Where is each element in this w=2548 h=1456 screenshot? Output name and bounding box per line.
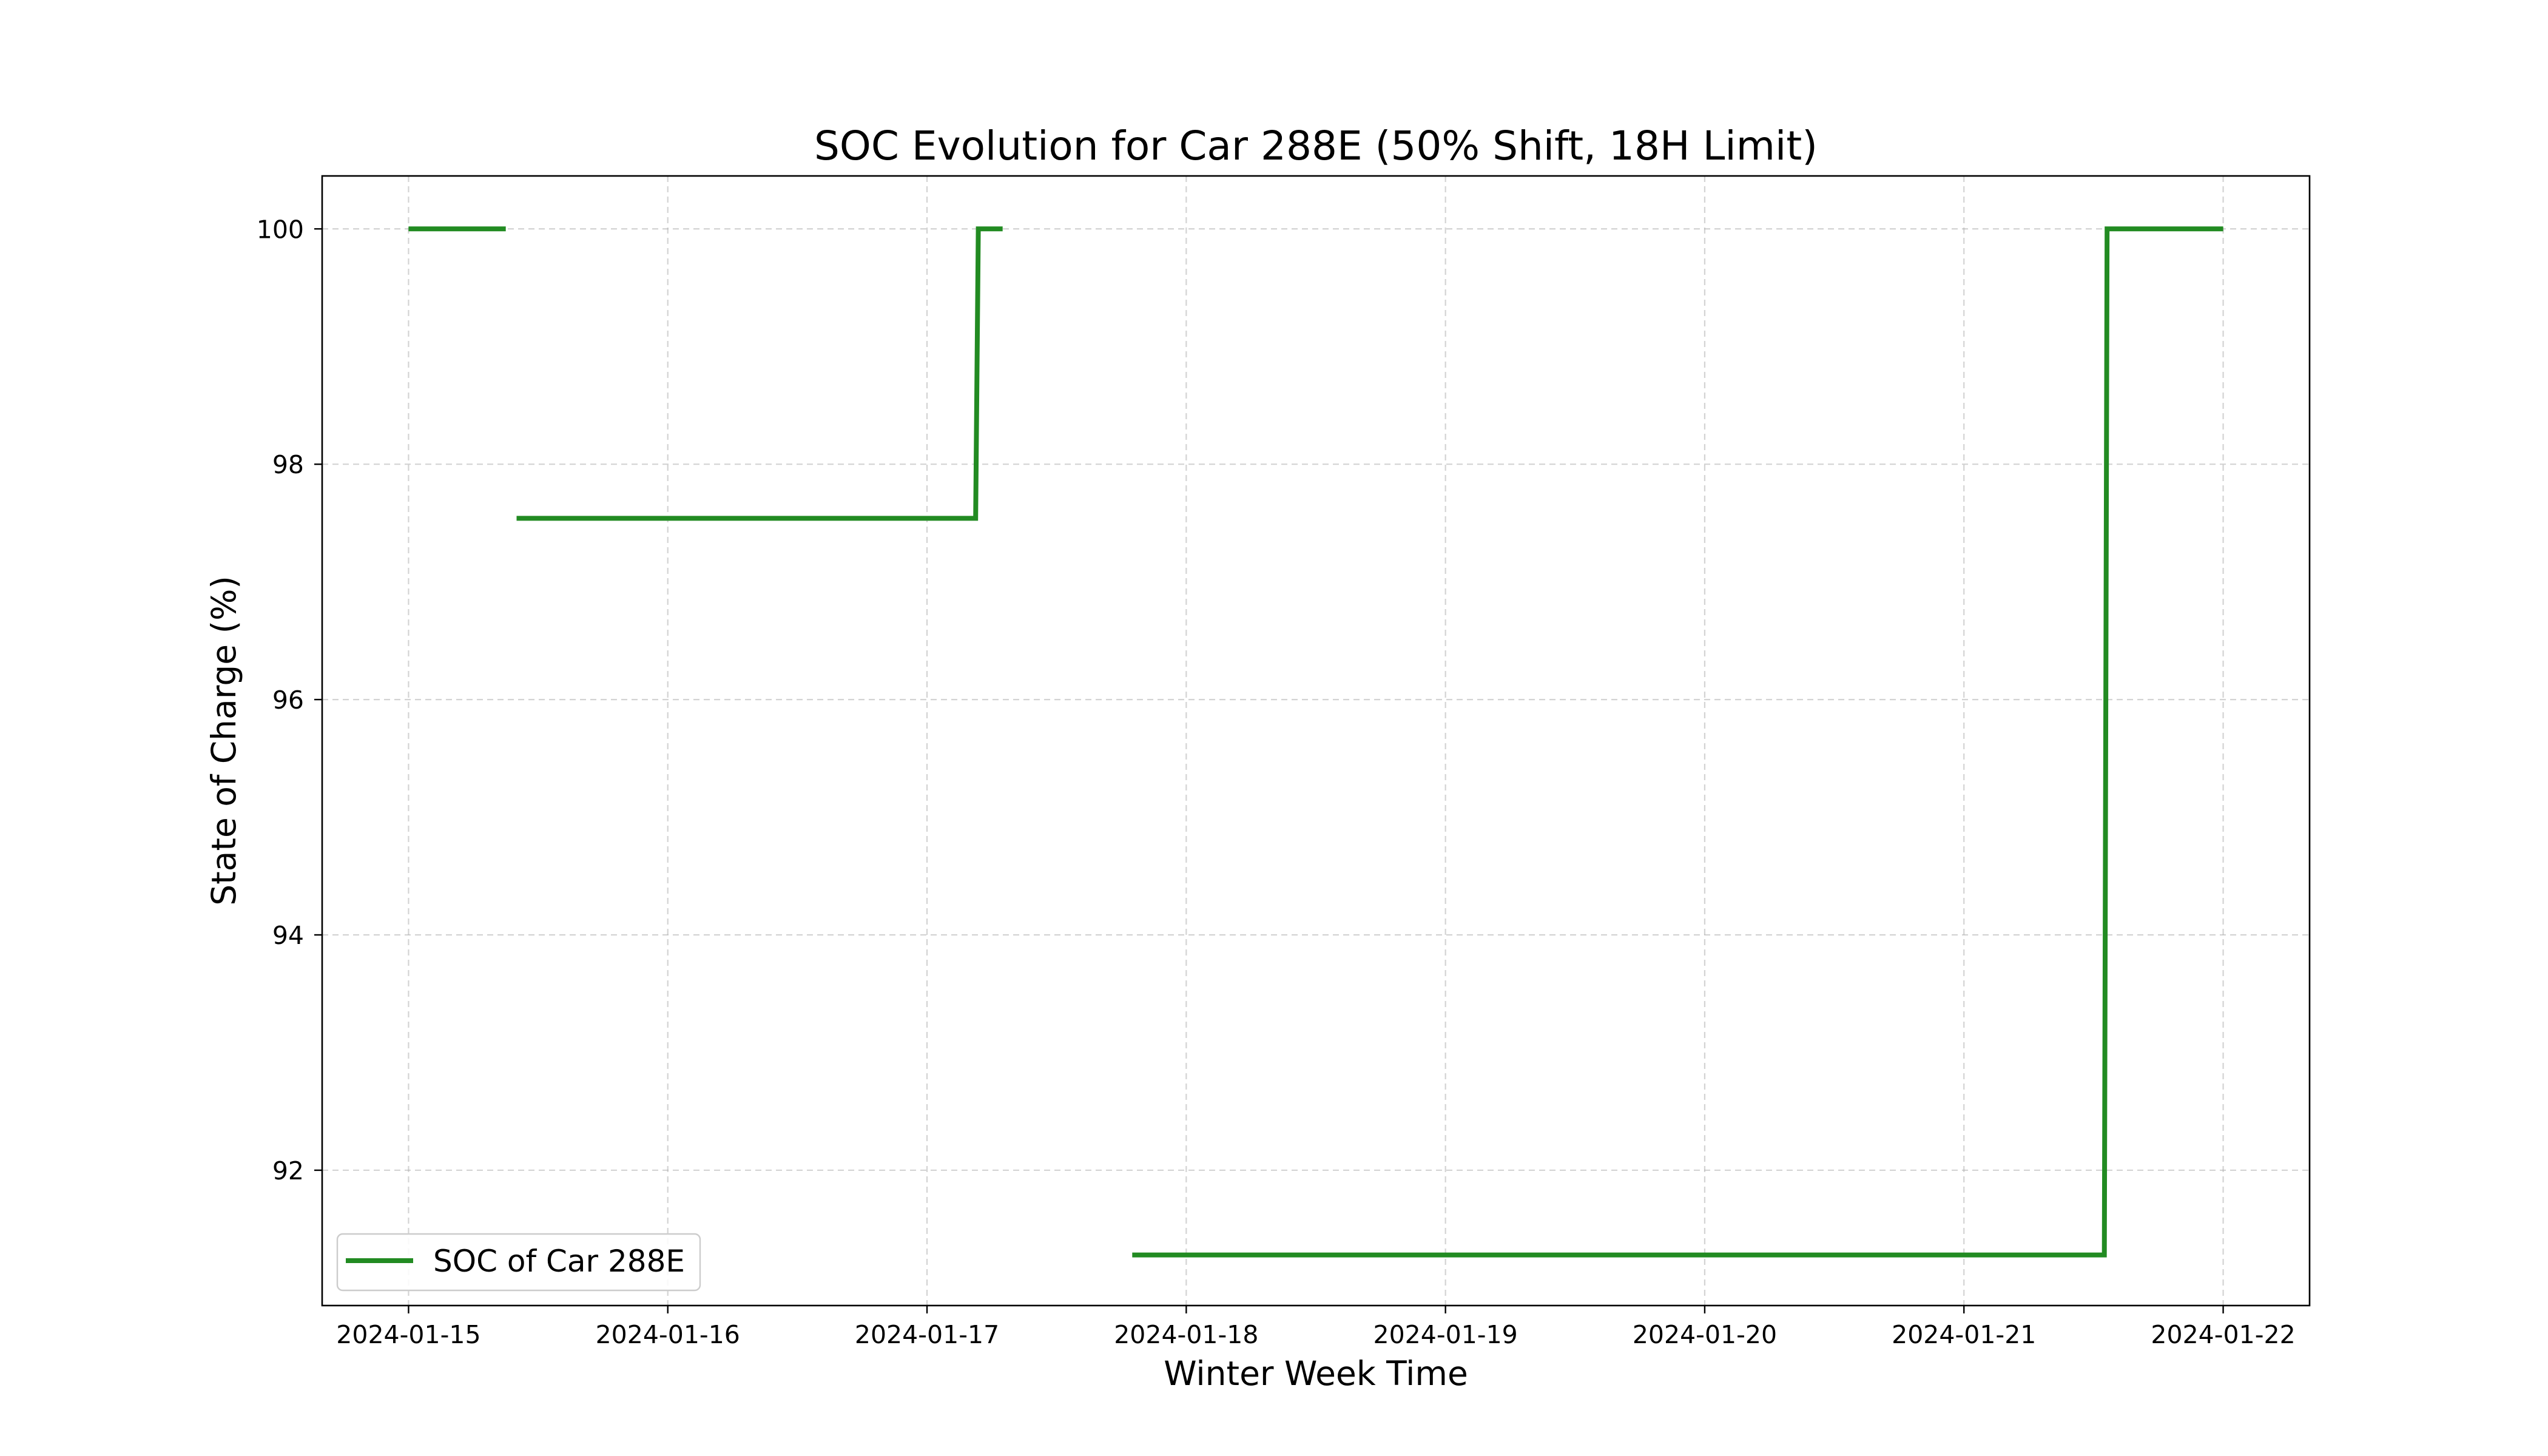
x-axis-ticks: 2024-01-15 2024-01-16 2024-01-17 2024-01-18… [336,1306,2296,1349]
x-tick-label: 2024-01-21 [1892,1320,2036,1349]
y-tick-label: 98 [272,450,304,479]
y-tick-label: 92 [272,1156,304,1185]
series-lines [408,226,2223,1258]
legend: SOC of Car 288E [336,1233,701,1292]
y-axis-label: State of Charge (%) [204,576,243,906]
y-tick-label: 100 [257,215,304,244]
x-tick-label: 2024-01-22 [2151,1320,2295,1349]
grid-lines [322,176,2310,1306]
soc-line-segment [1132,226,2223,1258]
y-tick-label: 96 [272,686,304,715]
x-tick-label: 2024-01-17 [855,1320,999,1349]
x-tick-label: 2024-01-16 [596,1320,740,1349]
soc-line-segment [516,226,1003,521]
x-axis-label: Winter Week Time [1164,1354,1468,1393]
chart-title: SOC Evolution for Car 288E (50% Shift, 1… [814,123,1818,169]
legend-label-soc: SOC of Car 288E [433,1244,685,1279]
y-axis-ticks: 92 94 96 98 100 [257,215,322,1185]
x-tick-label: 2024-01-20 [1633,1320,1777,1349]
plot-area-frame [321,175,2311,1307]
x-tick-label: 2024-01-15 [336,1320,480,1349]
x-tick-label: 2024-01-18 [1114,1320,1258,1349]
legend-box [336,1233,701,1292]
y-tick-label: 94 [272,921,304,950]
x-tick-label: 2024-01-19 [1373,1320,1518,1349]
